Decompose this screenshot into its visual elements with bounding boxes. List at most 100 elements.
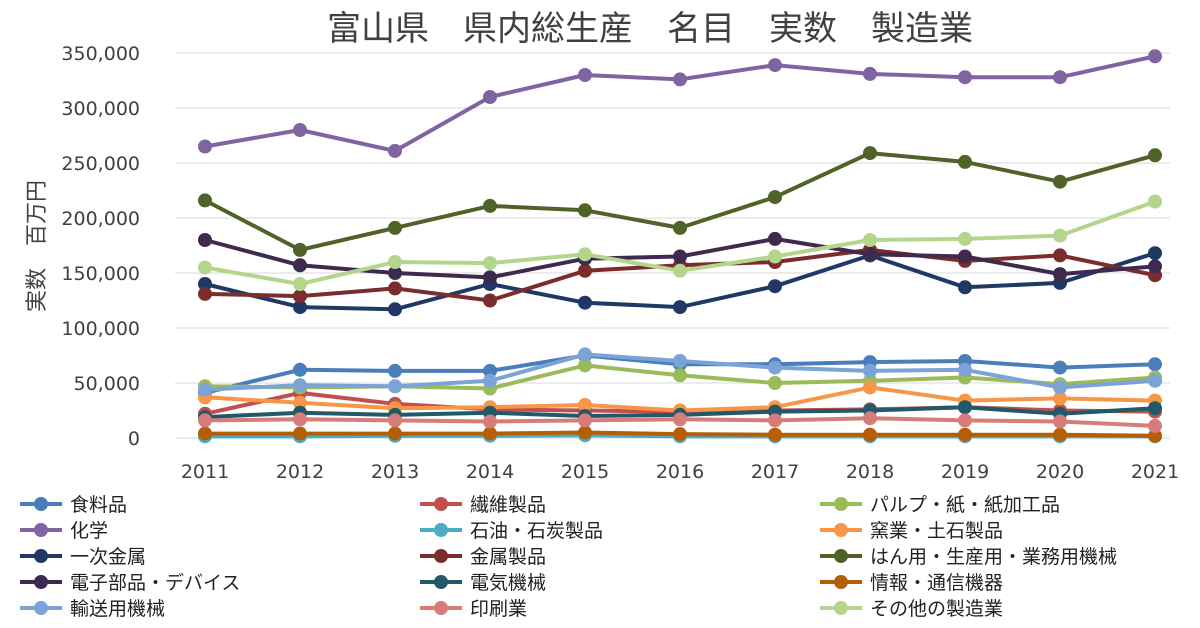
y-tick-label: 50,000 bbox=[74, 373, 140, 395]
legend-label: 繊維製品 bbox=[470, 494, 546, 516]
data-point bbox=[768, 249, 782, 264]
data-point bbox=[1148, 418, 1162, 433]
y-tick-label: 100,000 bbox=[61, 318, 140, 340]
data-point bbox=[198, 286, 212, 301]
y-axis-label: 実数 百万円 bbox=[25, 180, 50, 312]
data-point bbox=[863, 247, 877, 262]
data-point bbox=[1053, 228, 1067, 243]
data-point bbox=[863, 427, 877, 442]
data-point bbox=[768, 58, 782, 73]
data-point bbox=[293, 277, 307, 291]
data-point bbox=[958, 154, 972, 169]
legend-label: 印刷業 bbox=[470, 598, 527, 620]
legend-item: 電子部品・デバイス bbox=[20, 572, 240, 594]
data-point bbox=[293, 395, 307, 410]
legend-item: 食料品 bbox=[20, 494, 127, 516]
data-point bbox=[1148, 148, 1162, 163]
x-tick-label: 2013 bbox=[371, 461, 419, 483]
data-point bbox=[863, 411, 877, 426]
data-point bbox=[198, 193, 212, 208]
series-3 bbox=[198, 49, 1162, 158]
data-point bbox=[293, 242, 307, 257]
legend-item: 化学 bbox=[20, 520, 108, 542]
x-tick-label: 2020 bbox=[1036, 461, 1084, 483]
data-point bbox=[483, 373, 497, 388]
data-point bbox=[483, 293, 497, 308]
data-point bbox=[388, 363, 402, 378]
data-point bbox=[198, 413, 212, 428]
data-point bbox=[1148, 401, 1162, 416]
series-14 bbox=[198, 194, 1162, 291]
legend-item: 印刷業 bbox=[420, 598, 527, 620]
legend-label: 化学 bbox=[70, 520, 108, 542]
data-point bbox=[578, 398, 592, 412]
y-tick-label: 0 bbox=[128, 428, 140, 450]
x-tick-label: 2021 bbox=[1131, 461, 1179, 483]
legend-item: はん用・生産用・業務用機械 bbox=[820, 546, 1117, 568]
data-point bbox=[958, 231, 972, 246]
legend-item: 窯業・土石製品 bbox=[820, 520, 1003, 542]
data-point bbox=[578, 203, 592, 218]
data-point bbox=[293, 412, 307, 427]
data-point bbox=[768, 413, 782, 428]
y-tick-label: 150,000 bbox=[61, 263, 140, 285]
data-point bbox=[388, 281, 402, 296]
data-point bbox=[483, 414, 497, 429]
data-point bbox=[578, 68, 592, 82]
series-13 bbox=[198, 411, 1162, 433]
data-point bbox=[863, 363, 877, 378]
data-point bbox=[388, 220, 402, 235]
data-point bbox=[1053, 248, 1067, 263]
data-point bbox=[673, 72, 687, 87]
data-point bbox=[673, 354, 687, 368]
legend-swatch-marker bbox=[834, 497, 848, 511]
data-point bbox=[293, 378, 307, 393]
data-point bbox=[483, 363, 497, 378]
legend-swatch-marker bbox=[434, 497, 448, 511]
x-tick-label: 2015 bbox=[561, 461, 609, 483]
legend-swatch-marker bbox=[34, 575, 48, 589]
data-point bbox=[1053, 427, 1067, 442]
data-point bbox=[1148, 259, 1162, 274]
data-point bbox=[483, 198, 497, 213]
legend-item: 金属製品 bbox=[420, 546, 546, 568]
data-point bbox=[293, 123, 307, 137]
data-point bbox=[768, 376, 782, 390]
x-axis-ticks: 2011 2012 2013 2014 2015 2016 2017 2018 2019 2020… bbox=[181, 461, 1179, 483]
legend-item: その他の製造業 bbox=[820, 598, 1003, 620]
data-point bbox=[388, 143, 402, 158]
data-point bbox=[578, 358, 592, 373]
data-point bbox=[578, 347, 592, 362]
legend-item: 電気機械 bbox=[420, 572, 546, 594]
data-point bbox=[198, 382, 212, 397]
data-point bbox=[1053, 174, 1067, 189]
y-tick-label: 350,000 bbox=[61, 43, 140, 65]
data-point bbox=[388, 266, 402, 280]
data-point bbox=[863, 146, 877, 161]
data-point bbox=[388, 413, 402, 428]
data-point bbox=[768, 279, 782, 294]
x-tick-label: 2016 bbox=[656, 461, 704, 483]
legend-label: 石油・石炭製品 bbox=[470, 520, 603, 542]
data-point bbox=[578, 263, 592, 278]
data-point bbox=[1053, 267, 1067, 282]
x-tick-label: 2012 bbox=[276, 461, 324, 483]
data-point bbox=[673, 300, 687, 315]
data-point bbox=[958, 70, 972, 85]
legend-label: 食料品 bbox=[70, 494, 127, 516]
data-point bbox=[388, 255, 402, 269]
legend-swatch-marker bbox=[834, 575, 848, 589]
data-point bbox=[293, 289, 307, 304]
data-point bbox=[863, 66, 877, 81]
legend-label: 一次金属 bbox=[70, 546, 146, 568]
data-point bbox=[768, 427, 782, 442]
legend-swatch-marker bbox=[34, 601, 48, 615]
data-point bbox=[1148, 428, 1162, 443]
legend-item: 繊維製品 bbox=[420, 494, 546, 516]
x-tick-label: 2017 bbox=[751, 461, 799, 483]
data-point bbox=[958, 249, 972, 264]
legend-swatch-marker bbox=[834, 601, 848, 615]
y-axis-ticks: 0 50,000 100,000 150,000 200,000 250,000 300,0… bbox=[61, 43, 140, 450]
